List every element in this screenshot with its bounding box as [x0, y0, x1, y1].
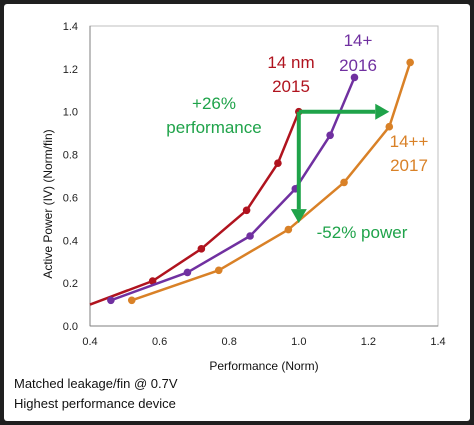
series-2-point-3: [340, 178, 348, 187]
x-tick-label-2: 0.8: [222, 336, 237, 348]
y-tick-label-2: 0.4: [63, 235, 78, 247]
series-2-point-0: [127, 296, 136, 305]
series-1-point-1: [183, 268, 192, 277]
series-0-point-4: [274, 159, 282, 167]
arrows-group: [290, 103, 390, 224]
series-label-14plusplus-line2: 2017: [390, 156, 428, 175]
y-tick-label-5: 1.0: [63, 107, 78, 119]
y-tick-label-0: 0.0: [63, 321, 78, 333]
x-axis-title: Performance (Norm): [209, 359, 318, 373]
series-1-point-5: [350, 73, 359, 82]
perf-arrow-head: [375, 103, 390, 120]
series-2-point-5: [406, 58, 414, 67]
series-line-2: [131, 62, 412, 302]
perf-annotation-line2: performance: [166, 118, 261, 137]
y-tick-label-6: 1.2: [63, 64, 78, 76]
perf-annotation-line1: +26%: [192, 94, 236, 113]
series-0-point-1: [148, 277, 157, 285]
x-tick-label-3: 1.0: [291, 336, 306, 348]
axes: [89, 25, 439, 327]
power-annotation: -52% power: [317, 223, 408, 242]
x-tick-label-1: 0.6: [152, 336, 167, 348]
series-0-point-2: [197, 245, 206, 253]
series-group: [89, 58, 414, 306]
plot-area: [89, 25, 439, 327]
series-1-point-0: [107, 296, 115, 305]
x-tick-label-0: 0.4: [82, 336, 97, 348]
y-tick-label-4: 0.8: [63, 150, 78, 162]
y-tick-label-7: 1.4: [63, 21, 78, 33]
series-label-14nm-line2: 2015: [272, 77, 310, 96]
series-line-0: [89, 111, 300, 306]
series-1-point-4: [326, 131, 334, 140]
series-label-14nm-line1: 14 nm: [267, 53, 314, 72]
series-2-point-1: [214, 266, 223, 275]
series-label-14plus-line2: 2016: [339, 56, 377, 75]
x-tick-label-5: 1.4: [430, 336, 445, 348]
y-tick-label-1: 0.2: [63, 278, 78, 290]
y-tick-label-3: 0.6: [63, 192, 78, 204]
footnote-1: Matched leakage/fin @ 0.7V: [14, 376, 178, 391]
series-0-point-3: [242, 206, 251, 215]
footnote-2: Highest performance device: [14, 396, 176, 411]
series-label-14plus-line1: 14+: [344, 31, 373, 50]
x-tick-labels: 0.4 0.6 0.8 1.0 1.2 1.4: [82, 336, 445, 348]
series-line-1: [110, 76, 356, 302]
series-2-point-4: [385, 122, 394, 131]
y-tick-labels: 0.0 0.2 0.4 0.6 0.8 1.0 1.2 1.4: [63, 21, 78, 333]
chart-frame: [4, 4, 470, 421]
series-2-point-2: [284, 225, 293, 234]
x-tick-label-4: 1.2: [361, 336, 376, 348]
y-axis-title: Active Power (IV) (Norm/fin): [41, 129, 55, 278]
series-label-14plusplus-line1: 14++: [390, 132, 429, 151]
series-1-point-2: [246, 232, 254, 240]
power-arrow-head: [290, 209, 307, 224]
